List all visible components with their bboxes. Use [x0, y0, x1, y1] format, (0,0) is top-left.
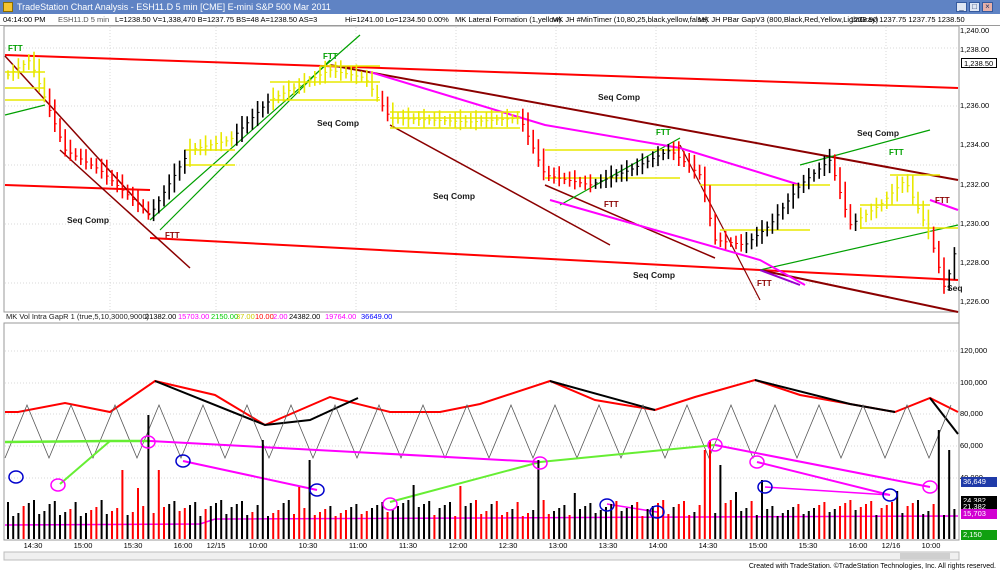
ftt-label: FTT — [935, 196, 950, 205]
ftt-label: FTT — [656, 128, 671, 137]
seq-comp-label: Seq — [947, 283, 963, 293]
price-axis-label: 1,228.00 — [960, 258, 990, 267]
price-axis-label: 1,238.00 — [960, 45, 990, 54]
time-axis-label: 12:00 — [448, 541, 468, 550]
minimize-button[interactable]: _ — [956, 2, 967, 12]
seq-comp-label: Seq Comp — [317, 118, 360, 128]
ftt-label: FTT — [604, 200, 619, 209]
ftt-label: FTT — [8, 44, 23, 53]
volume-study-title: MK Vol Intra GapR 1 (true,5,10,3000,9000… — [6, 312, 150, 321]
time-axis-label: 15:00 — [748, 541, 768, 550]
volume-panel-title-bar: MK Vol Intra GapR 1 (true,5,10,3000,9000… — [0, 312, 958, 322]
time-axis-label: 16:00 — [173, 541, 193, 550]
time-axis-label: 15:00 — [73, 541, 93, 550]
study-lateral-formation: MK Lateral Formation (1,yellow) — [455, 15, 562, 24]
horizontal-scrollbar[interactable] — [3, 551, 960, 561]
info-symbol: ESH11.D 5 min — [58, 15, 110, 24]
time-axis-label: 12:30 — [498, 541, 518, 550]
time-axis-label: 10:30 — [298, 541, 318, 550]
volume-value-tag: 2,150 — [961, 530, 997, 540]
time-axis-label: 14:30 — [23, 541, 43, 550]
volume-value-tag: 15,703 — [961, 509, 997, 519]
volume-study-value: 21382.00 — [145, 312, 177, 321]
volume-value-tag: 21,382 — [961, 502, 997, 512]
price-axis-label: 1,234.00 — [960, 140, 990, 149]
time-axis-label: 10:00 — [248, 541, 268, 550]
seq-comp-label: Seq Comp — [857, 128, 900, 138]
study-min-timer: MK JH #MinTimer (10,80,25,black,yellow,f… — [552, 15, 709, 24]
time-axis-label: 13:00 — [548, 541, 568, 550]
app-icon — [3, 2, 13, 12]
price-axis-label: 1,230.00 — [960, 219, 990, 228]
volume-study-value: 10.00 — [255, 312, 274, 321]
ftt-label: FTT — [889, 148, 904, 157]
price-axis-label: 1,240.00 — [960, 26, 990, 35]
volume-study-value: 15703.00 — [178, 312, 210, 321]
time-axis-label: 14:30 — [698, 541, 718, 550]
time-axis-label: 16:00 — [848, 541, 868, 550]
time-axis-label: 13:30 — [598, 541, 618, 550]
volume-study-value: 19764.00 — [325, 312, 357, 321]
study-pbar-gap: MK JH PBar GapV3 (800,Black,Red,Yellow,L… — [698, 15, 879, 24]
volume-study-value: 2150.00 — [211, 312, 239, 321]
price-axis-label: 1,226.00 — [960, 297, 990, 306]
copyright-footer: Created with TradeStation. ©TradeStation… — [748, 563, 996, 570]
volume-study-value: 2.00 — [273, 312, 288, 321]
time-axis-label: 12/15 — [206, 541, 226, 550]
volume-histogram — [7, 415, 956, 539]
chart-info-bar: 04:14:00 PM ESH11.D 5 min L=1238.50 V=1,… — [0, 14, 1000, 26]
time-axis-label: 11:30 — [398, 541, 418, 550]
time-axis-label: 14:00 — [648, 541, 668, 550]
price-grid — [5, 27, 958, 311]
window-title-bar: TradeStation Chart Analysis - ESH11.D 5 … — [0, 0, 1000, 14]
study-pbar-values: 1238.50 1237.75 1237.75 1238.50 — [850, 15, 965, 24]
volume-study-value: 36649.00 — [361, 312, 393, 321]
volume-panel — [3, 322, 960, 541]
last-price-tag: 1,238.50 — [961, 58, 997, 68]
seq-comp-label: Seq Comp — [67, 215, 110, 225]
seq-comp-label: Seq Comp — [633, 270, 676, 280]
close-button[interactable]: × — [982, 2, 993, 12]
volume-study-value: 24382.00 — [289, 312, 321, 321]
time-axis-label: 11:00 — [348, 541, 368, 550]
volume-axis-label: 120,000 — [960, 346, 988, 355]
scrollbar-thumb[interactable] — [900, 553, 950, 559]
info-time: 04:14:00 PM — [3, 15, 46, 24]
ftt-label: FTT — [757, 279, 772, 288]
price-axis-label: 1,232.00 — [960, 180, 990, 189]
time-axis-label: 12/16 — [881, 541, 901, 550]
time-axis-label: 15:30 — [798, 541, 818, 550]
price-axis-label: 1,236.00 — [960, 101, 990, 110]
volume-markers — [8, 435, 938, 519]
time-axis-label: 10:00 — [921, 541, 941, 550]
volume-axis-label: 100,000 — [960, 378, 988, 387]
ftt-label: FTT — [323, 52, 338, 61]
maximize-button[interactable]: □ — [969, 2, 980, 12]
price-bars — [7, 51, 957, 294]
seq-comp-label: Seq Comp — [433, 191, 476, 201]
volume-value-tag: 24,382 — [961, 496, 997, 506]
info-hilo: Hi=1241.00 Lo=1234.50 0.00% — [345, 15, 449, 24]
seq-comp-label: Seq Comp — [598, 92, 641, 102]
volume-axis-label: 60,000 — [960, 441, 983, 450]
window-title: TradeStation Chart Analysis - ESH11.D 5 … — [17, 2, 331, 12]
volume-study-value: 37.00 — [236, 312, 255, 321]
ftt-label: FTT — [165, 231, 180, 240]
price-panel — [3, 25, 960, 313]
time-axis-label: 15:30 — [123, 541, 143, 550]
volume-value-tag: 36,649 — [961, 477, 997, 487]
info-values: L=1238.50 V=1,338,470 B=1237.75 BS=48 A=… — [115, 15, 318, 24]
volume-axis-label: 80,000 — [960, 409, 983, 418]
